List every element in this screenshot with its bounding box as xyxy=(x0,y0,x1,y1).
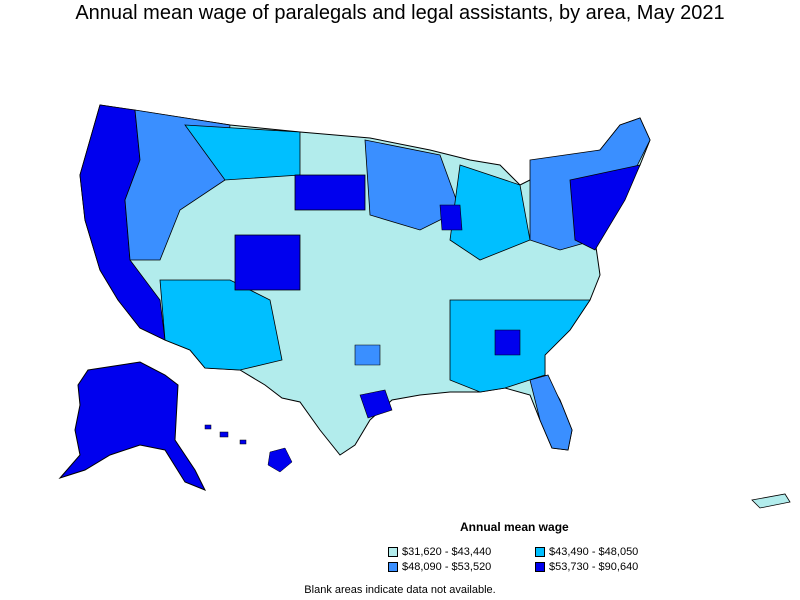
chicago-area xyxy=(439,204,463,231)
colorado-region xyxy=(234,234,301,291)
legend-item-4: $53,730 - $90,640 xyxy=(535,561,638,573)
legend-swatch-1 xyxy=(388,547,398,557)
puerto-rico xyxy=(751,493,791,509)
legend-label-1: $31,620 - $43,440 xyxy=(402,546,492,558)
legend-swatch-2 xyxy=(535,547,545,557)
hawaii xyxy=(204,424,293,473)
legend-title: Annual mean wage xyxy=(460,520,569,534)
legend-label-2: $43,490 - $48,050 xyxy=(549,546,639,558)
atlanta-area xyxy=(494,329,521,356)
map-title: Annual mean wage of paralegals and legal… xyxy=(75,2,725,24)
upper-midwest-region xyxy=(364,139,461,231)
legend-swatch-4 xyxy=(535,562,545,572)
northeast-corridor-region xyxy=(569,164,641,251)
legend-item-2: $43,490 - $48,050 xyxy=(535,546,638,558)
legend-item-1: $31,620 - $43,440 xyxy=(388,546,491,558)
florida-region xyxy=(529,374,573,451)
alaska xyxy=(58,361,207,491)
legend-item-3: $48,090 - $53,520 xyxy=(388,561,491,573)
dallas-area xyxy=(354,344,381,366)
legend-label-4: $53,730 - $90,640 xyxy=(549,561,639,573)
footnote: Blank areas indicate data not available. xyxy=(304,584,496,596)
dakota-region xyxy=(294,174,366,211)
houston-area xyxy=(359,389,393,419)
legend-swatch-3 xyxy=(388,562,398,572)
legend-label-3: $48,090 - $53,520 xyxy=(402,561,492,573)
